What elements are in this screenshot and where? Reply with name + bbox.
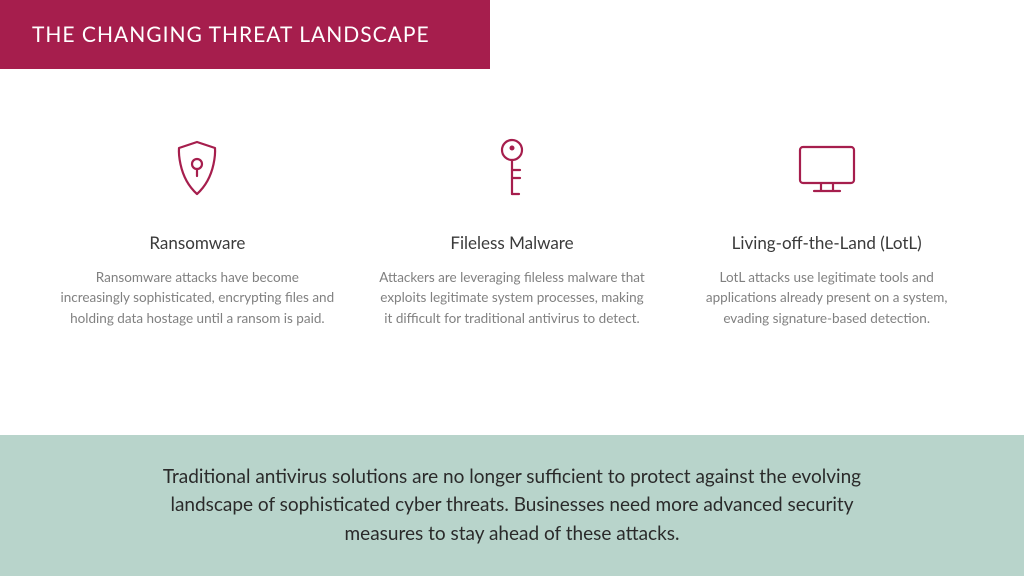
column-title: Ransomware (149, 232, 245, 253)
column-title: Living-off-the-Land (LotL) (732, 232, 922, 253)
column-lotl: Living-off-the-Land (LotL) LotL attacks … (689, 134, 964, 328)
column-title: Fileless Malware (450, 232, 573, 253)
footer-banner: Traditional antivirus solutions are no l… (0, 435, 1024, 576)
column-description: LotL attacks use legitimate tools and ap… (689, 267, 964, 328)
shield-lock-icon (169, 134, 225, 204)
column-fileless: Fileless Malware Attackers are leveragin… (375, 134, 650, 328)
header-bar: THE CHANGING THREAT LANDSCAPE (0, 0, 490, 69)
page-title: THE CHANGING THREAT LANDSCAPE (32, 22, 458, 47)
column-description: Attackers are leveraging fileless malwar… (375, 267, 650, 328)
threat-columns: Ransomware Ransomware attacks have becom… (0, 69, 1024, 328)
key-icon (492, 134, 532, 204)
column-description: Ransomware attacks have become increasin… (60, 267, 335, 328)
footer-text: Traditional antivirus solutions are no l… (140, 463, 884, 549)
monitor-icon (794, 134, 860, 204)
column-ransomware: Ransomware Ransomware attacks have becom… (60, 134, 335, 328)
